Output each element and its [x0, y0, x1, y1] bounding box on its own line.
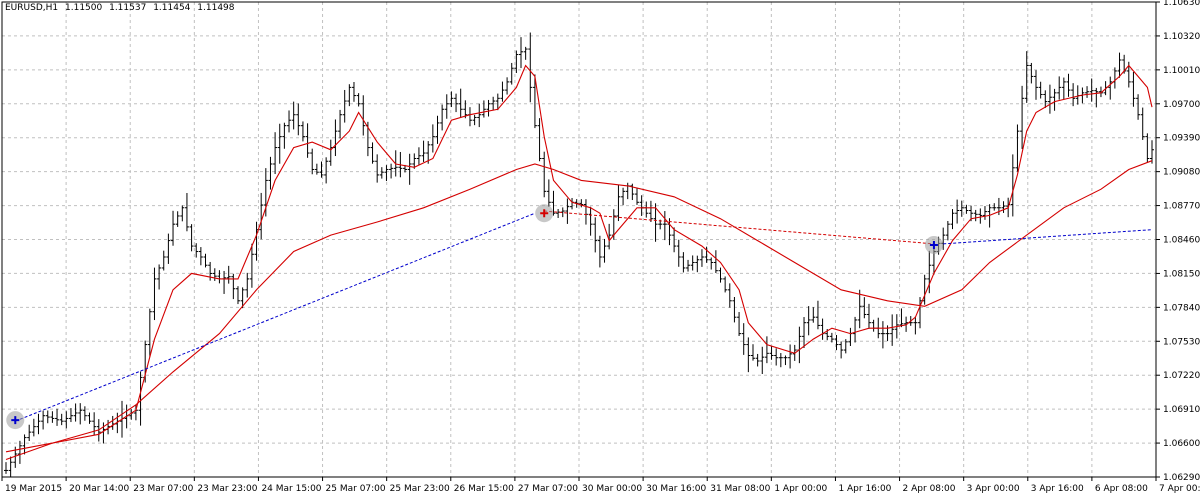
low-price: 1.11454 — [153, 3, 191, 13]
trade-marker — [11, 416, 20, 425]
y-tick-label: 1.08770 — [1163, 202, 1200, 212]
x-tick-label: 6 Apr 08:00 — [1095, 484, 1148, 494]
y-tick-label: 1.10320 — [1163, 32, 1200, 42]
close-price: 1.11498 — [197, 3, 235, 13]
plot-frame — [1, 1, 1157, 478]
y-tick-label: 1.10630 — [1163, 0, 1200, 8]
x-tick-label: 26 Mar 15:00 — [454, 484, 514, 494]
y-tick-label: 1.08150 — [1163, 269, 1200, 279]
y-tick-label: 1.09080 — [1163, 168, 1200, 178]
chart-header: EURUSD,H1 1.11500 1.11537 1.11454 1.1149… — [5, 3, 239, 13]
x-tick-label: 3 Apr 16:00 — [1031, 484, 1084, 494]
x-tick-label: 3 Apr 00:00 — [967, 484, 1020, 494]
ma-slow-line — [5, 160, 1153, 453]
y-tick-label: 1.09390 — [1163, 134, 1200, 144]
ma-fast-line — [5, 64, 1153, 461]
x-tick-label: 25 Mar 07:00 — [326, 484, 386, 494]
x-tick-label: 30 Mar 16:00 — [646, 484, 706, 494]
y-tick-label: 1.10010 — [1163, 66, 1200, 76]
x-tick-label: 19 Mar 2015 — [5, 484, 62, 494]
trade-marker — [929, 240, 938, 249]
x-tick-label: 23 Mar 07:00 — [133, 484, 193, 494]
x-tick-label: 1 Apr 00:00 — [774, 484, 827, 494]
x-tick-label: 25 Mar 23:00 — [390, 484, 450, 494]
x-tick-label: 30 Mar 00:00 — [582, 484, 642, 494]
y-tick-label: 1.06290 — [1163, 473, 1200, 483]
x-tick-label: 2 Apr 08:00 — [903, 484, 956, 494]
trade-marker — [540, 209, 549, 218]
y-tick-label: 1.08460 — [1163, 236, 1200, 246]
trade-trend-line — [544, 210, 934, 245]
trade-trend-line — [943, 229, 1153, 245]
x-tick-label: 1 Apr 16:00 — [838, 484, 891, 494]
x-tick-label: 23 Mar 23:00 — [197, 484, 257, 494]
x-tick-label: 24 Mar 15:00 — [261, 484, 321, 494]
y-tick-label: 1.07840 — [1163, 303, 1200, 313]
x-tick-label: 27 Mar 07:00 — [518, 484, 578, 494]
trade-trend-line — [15, 212, 536, 422]
x-tick-label: 20 Mar 14:00 — [69, 484, 129, 494]
high-price: 1.11537 — [109, 3, 147, 13]
open-price: 1.11500 — [65, 3, 103, 13]
x-tick-label: 7 Apr 00:00 — [1159, 484, 1200, 494]
symbol-label: EURUSD,H1 — [5, 3, 59, 13]
x-tick-label: 31 Mar 08:00 — [710, 484, 770, 494]
y-tick-label: 1.07530 — [1163, 337, 1200, 347]
y-tick-label: 1.09700 — [1163, 100, 1200, 110]
y-tick-label: 1.06600 — [1163, 439, 1200, 449]
y-tick-label: 1.06910 — [1163, 405, 1200, 415]
y-tick-label: 1.07220 — [1163, 371, 1200, 381]
